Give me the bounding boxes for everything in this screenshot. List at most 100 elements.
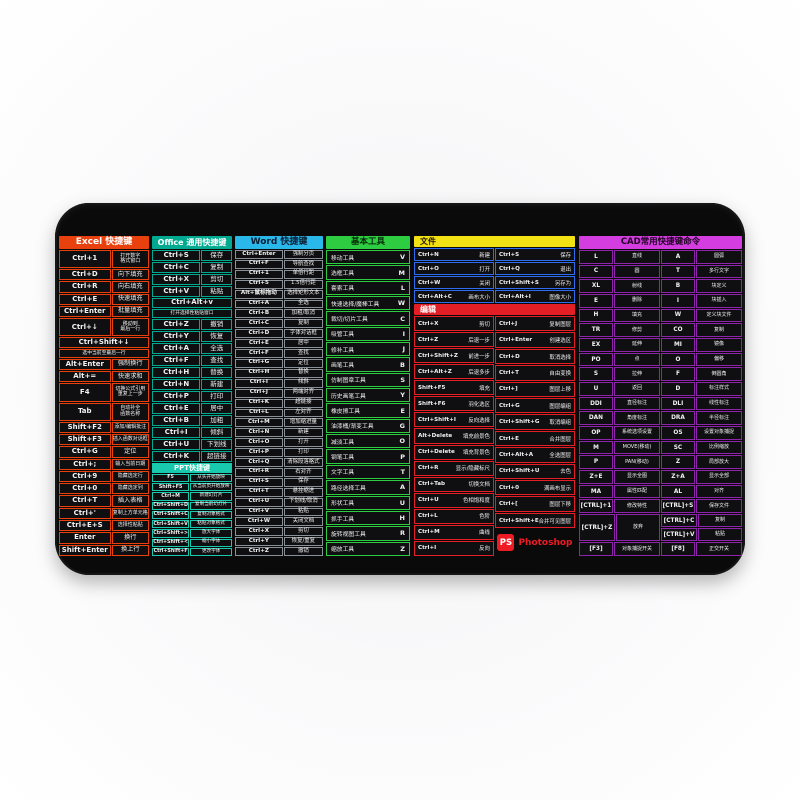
shortcut-row: Alt+Enter 强制换行	[59, 358, 149, 371]
shortcut-desc: 填充背景色	[462, 450, 490, 457]
shortcut-desc: 粘贴	[698, 528, 742, 542]
ps-file-section: Ctrl+N 新建 Ctrl+S 保存 Ctrl+O 打开 Ctrl+Q 退出 Ctrl+W 关闭…	[414, 248, 575, 303]
shortcut-desc: 圆弧	[695, 250, 742, 264]
shortcut-key: F5	[152, 473, 190, 483]
shortcut-row: Ctrl+Shift+> 放大字体	[152, 529, 232, 538]
shortcut-key: Ctrl+Shift+S	[499, 279, 539, 286]
shortcut-row: Ctrl+Z 撤销	[235, 547, 323, 557]
shortcut-mousepad: Excel 快捷键 Ctrl+1 打开数字 格式窗口 Ctrl+D 向下填充 Ctrl+…	[55, 203, 745, 575]
shortcut-key: Ctrl+E+S	[59, 520, 111, 532]
shortcut-key: Ctrl+Z	[235, 547, 283, 557]
shortcut-row: Ctrl+U 下划线/取消	[235, 497, 323, 507]
tool-name: 套索工具	[331, 286, 355, 293]
shortcut-desc: 移动到 最后一行	[111, 318, 149, 337]
shortcut-desc: 切换文档	[468, 482, 490, 489]
shortcut-key: B	[661, 279, 695, 294]
shortcut-desc: 色阶	[479, 514, 490, 521]
shortcut-desc: 满画布显示	[544, 485, 571, 492]
shortcut-key: Shift+F2	[59, 421, 111, 433]
shortcut-desc: 剪切	[479, 321, 490, 328]
shortcut-desc: 左对齐	[283, 408, 323, 418]
shortcut-row: Ctrl+J 两端对齐	[235, 388, 323, 398]
shortcut-key: Ctrl+Z	[152, 318, 201, 330]
shortcut-desc: 局部放大	[695, 455, 742, 470]
shortcut-desc: 去色	[560, 469, 571, 476]
shortcut-key: XL	[579, 279, 613, 294]
shortcut-key: Ctrl+E	[59, 293, 111, 306]
shortcut-desc: 创建选区	[549, 338, 571, 345]
tool-key: Y	[400, 391, 405, 400]
shortcut-key: Ctrl+G	[235, 358, 283, 368]
shortcut-row: Ctrl+O 打开 Ctrl+Q 退出	[414, 262, 575, 275]
shortcut-key: F	[661, 367, 695, 382]
shortcut-desc: 删除	[613, 294, 660, 308]
shortcut-row: Ctrl+G 定位	[59, 446, 149, 458]
shortcut-desc: 对象捕捉开关	[613, 542, 660, 557]
word-header: Word 快捷键	[235, 236, 323, 249]
shortcut-key: A	[661, 250, 695, 264]
shortcut-desc: 合并可见图层	[538, 518, 571, 525]
shortcut-desc: 剪切	[201, 274, 232, 285]
shortcut-desc: 保存文件	[695, 499, 742, 514]
shortcut-desc: 隐藏选定列	[111, 483, 149, 495]
shortcut-desc: 强制换行	[111, 358, 149, 371]
shortcut-key: CO	[661, 323, 695, 338]
shortcut-key: Ctrl+P	[152, 390, 201, 402]
shortcut-key: Ctrl+A	[152, 342, 201, 354]
shortcut-key: Ctrl+F	[235, 349, 283, 358]
shortcut-key: Ctrl+I	[235, 378, 283, 388]
shortcut-desc: 定位	[283, 358, 323, 368]
shortcut-desc: 查找	[201, 354, 232, 366]
tool-name: 橡皮擦工具	[331, 409, 360, 416]
shortcut-desc: 比例缩放	[695, 440, 742, 455]
shortcut-desc: 标注样式	[695, 382, 742, 396]
shortcut-row: Ctrl+1 单倍行距	[235, 269, 323, 279]
shortcut-desc: 全选	[283, 299, 323, 309]
shortcut-key: Ctrl+U	[418, 497, 439, 504]
shortcut-desc: 画布大小	[468, 294, 490, 301]
shortcut-desc: 线性标注	[695, 396, 742, 411]
shortcut-row: Ctrl+Shift+C 复制对象格式	[152, 510, 232, 520]
shortcut-row: Ctrl+Y 恢复/重复	[235, 537, 323, 547]
shortcut-desc: 单倍行距	[283, 269, 323, 279]
shortcut-row: Ctrl+I 反向	[414, 540, 494, 556]
shortcut-row: Ctrl+Shift+V 粘贴对象格式	[152, 520, 232, 529]
tool-key: G	[399, 421, 405, 430]
shortcut-desc: 偏移	[695, 352, 742, 367]
shortcut-key: Ctrl+H	[152, 366, 201, 378]
shortcut-row: Ctrl+R 显示/隐藏标尺	[414, 460, 494, 476]
shortcut-row: Ctrl+K 超链接	[152, 450, 232, 462]
shortcut-desc: 导航查找	[283, 259, 323, 269]
shortcut-desc: 复制上方单元格	[111, 507, 149, 520]
tool-name: 修补工具	[331, 347, 355, 354]
shortcut-key: Ctrl+9	[59, 470, 111, 483]
shortcut-row: Ctrl+M 曲线	[414, 524, 494, 540]
shortcut-desc: 更改字体	[190, 547, 232, 557]
shortcut-key: Ctrl+J	[498, 320, 518, 327]
shortcut-row: Ctrl+Z 后退一步	[414, 332, 494, 348]
shortcut-desc: 放大字体	[190, 529, 232, 538]
ps-menu-column: 文件 Ctrl+N 新建 Ctrl+S 保存 Ctrl+O 打开 Ctrl+Q 退出 Ctrl+…	[414, 236, 575, 556]
shortcut-desc: 强制分页	[283, 250, 323, 259]
shortcut-desc: 超链接	[201, 450, 232, 462]
shortcut-key: Ctrl+Shift+>	[152, 529, 190, 538]
shortcut-key: Ctrl+N	[152, 378, 201, 390]
shortcut-desc: 查找	[283, 349, 323, 358]
shortcut-key: Ctrl+M	[418, 529, 440, 536]
shortcut-key: [CTRL]+C	[661, 514, 698, 528]
shortcut-key: Ctrl+T	[498, 369, 519, 376]
shortcut-desc: 打开	[479, 266, 490, 273]
shortcut-key: Ctrl+F	[152, 354, 201, 366]
shortcut-desc: 色相饱和度	[462, 498, 490, 505]
shortcut-row: Ctrl+0 隐藏选定列	[59, 483, 149, 495]
shortcut-key: Ctrl+5	[235, 279, 283, 289]
shortcut-key: Ctrl+Shift+G	[498, 419, 540, 426]
shortcut-desc: 撤销	[201, 318, 232, 330]
shortcut-desc: 新建	[283, 428, 323, 438]
shortcut-key: Ctrl+R	[235, 467, 283, 477]
shortcut-row: Ctrl+[图层下移	[494, 496, 575, 512]
shortcut-key: W	[661, 308, 695, 323]
tool-name: 历史画笔工具	[331, 393, 366, 400]
shortcut-key: E	[579, 294, 613, 308]
tool-key: L	[400, 283, 405, 292]
